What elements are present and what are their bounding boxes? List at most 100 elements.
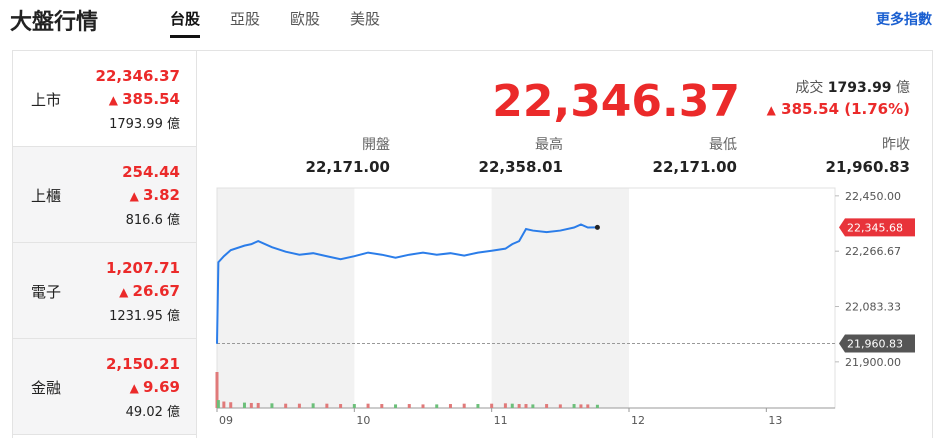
up-arrow: ▲	[129, 189, 143, 203]
index-change: ▲ 385.54	[109, 90, 180, 108]
change-value: 9.69	[142, 378, 180, 396]
tab[interactable]: 台股	[170, 8, 201, 38]
up-arrow: ▲	[766, 103, 776, 117]
index-change: ▲ 3.82	[130, 186, 180, 204]
volume-bar	[448, 404, 452, 408]
up-arrow: ▲	[108, 93, 123, 107]
change-value: 3.82	[142, 186, 180, 204]
last-tag	[839, 218, 915, 237]
stat-value: 22,171.00	[652, 158, 737, 176]
volume-bar	[503, 403, 507, 408]
index-volume: 49.02 億	[125, 405, 180, 420]
volume-bar	[325, 403, 329, 408]
last-point	[594, 224, 600, 230]
y-tick-label: 21,900.00	[845, 356, 901, 369]
index-volume: 1231.95 億	[109, 309, 180, 324]
deal-value: 1793.99	[827, 80, 892, 96]
up-arrow: ▲	[119, 285, 133, 299]
x-tick-label: 13	[768, 414, 782, 427]
volume-bar	[222, 401, 226, 408]
volume-bar	[490, 403, 494, 408]
x-tick-label: 12	[631, 414, 645, 427]
volume-bar	[297, 403, 301, 408]
index-price: 2,150.21	[105, 355, 180, 373]
index-price: 22,346.37	[95, 67, 180, 85]
index-item[interactable]: 金融 2,150.21 ▲ 9.69 49.02 億	[13, 339, 196, 435]
volume-bar	[249, 402, 253, 408]
index-name: 金融	[31, 379, 62, 397]
volume-bar	[531, 404, 535, 408]
hour-band	[217, 188, 355, 408]
volume-bar	[524, 404, 528, 408]
ref-tag-label: 21,960.83	[847, 337, 903, 350]
volume-bar	[229, 402, 233, 408]
volume-bar	[586, 404, 590, 408]
change-value: 26.67	[132, 282, 180, 300]
widget-title: 大盤行情	[10, 10, 99, 35]
price: 22,346.37	[492, 76, 740, 127]
stat-label: 最高	[535, 137, 563, 153]
up-arrow: ▲	[129, 381, 143, 395]
volume-bar	[339, 404, 343, 408]
index-volume: 816.6 億	[125, 213, 180, 228]
volume-bar	[558, 404, 562, 408]
more-link[interactable]: 更多指數	[876, 12, 932, 28]
stat-value: 22,358.01	[478, 158, 563, 176]
volume-bar	[476, 404, 480, 408]
volume-bar	[572, 404, 576, 408]
volume-bar	[407, 404, 411, 408]
index-name: 電子	[31, 283, 62, 301]
y-tick-label: 22,083.33	[845, 301, 901, 314]
ref-tag	[839, 334, 915, 353]
volume-bar	[216, 400, 220, 408]
index-change: ▲ 26.67	[119, 282, 180, 300]
volume-bar	[462, 403, 466, 408]
sidebar: 上市 22,346.37 ▲ 385.54 1793.99 億上櫃 254.44 ▲ 3.…	[12, 50, 197, 438]
y-tick-label: 22,450.00	[845, 190, 901, 203]
volume-bar	[215, 372, 219, 408]
index-item[interactable]: 上市 22,346.37 ▲ 385.54 1793.99 億	[13, 51, 196, 147]
volume-bar	[352, 404, 356, 408]
index-item[interactable]: 上櫃 254.44 ▲ 3.82 816.6 億	[13, 147, 196, 243]
volume-bar	[435, 404, 439, 408]
volume-bar	[545, 404, 549, 408]
tab[interactable]: 亞股	[230, 10, 261, 28]
change: ▲ 385.54 (1.76%)	[767, 100, 910, 118]
x-tick-label: 11	[494, 414, 508, 427]
stat: 昨收 21,960.83	[826, 134, 910, 176]
x-tick-label: 10	[356, 414, 370, 427]
stat-value: 22,171.00	[305, 158, 390, 176]
tab[interactable]: 美股	[350, 10, 381, 28]
index-price: 1,207.71	[105, 259, 180, 277]
quote-panel	[196, 50, 933, 438]
deal-unit: 億	[896, 80, 910, 96]
hour-band	[491, 188, 629, 408]
index-item[interactable]: 電子 1,207.71 ▲ 26.67 1231.95 億	[13, 243, 196, 339]
last-tag-label: 22,345.68	[847, 221, 903, 234]
volume-bar	[242, 402, 246, 408]
index-volume: 1793.99 億	[109, 117, 180, 132]
volume-bar	[366, 403, 370, 408]
y-tick-label: 22,266.67	[845, 245, 901, 258]
tab[interactable]: 歐股	[290, 10, 321, 28]
volume-bar	[595, 404, 599, 408]
deal-label: 成交	[795, 80, 824, 96]
index-name: 上市	[31, 91, 62, 109]
stat: 最高 22,358.01	[479, 134, 563, 176]
index-name: 上櫃	[31, 187, 62, 205]
volume-bar	[284, 403, 288, 408]
volume-bar	[517, 404, 521, 408]
volume-bar	[579, 404, 583, 408]
volume-bar	[394, 404, 398, 408]
x-tick-label: 09	[219, 414, 233, 427]
stat-label: 昨收	[882, 137, 910, 153]
stat-value: 21,960.83	[825, 158, 910, 176]
volume-bar	[380, 404, 384, 408]
volume-bar	[256, 402, 260, 408]
volume-bar	[270, 403, 274, 408]
volume-bar	[510, 403, 514, 408]
stat-label: 最低	[709, 137, 737, 153]
index-change: ▲ 9.69	[130, 378, 180, 396]
